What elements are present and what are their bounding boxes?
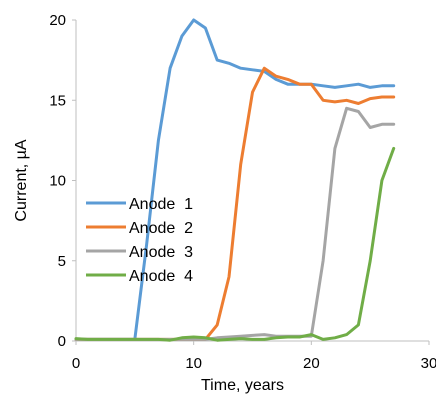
y-axis-label: Current, µA — [13, 139, 30, 221]
series-line-anode-4 — [74, 146, 396, 342]
y-tick-label: 15 — [49, 92, 66, 109]
legend-label: Anode 4 — [129, 268, 193, 285]
legend-label: Anode 1 — [129, 196, 193, 213]
chart-axes — [75, 20, 429, 342]
legend-label: Anode 2 — [129, 220, 193, 237]
series-line-anode-1 — [74, 18, 396, 341]
chart-legend: Anode 1 Anode 2 Anode 3 Anode 4 — [86, 196, 193, 285]
chart-ticks: 0 5 10 15 20 0 10 20 30 — [49, 12, 436, 372]
x-tick-label: 30 — [421, 355, 436, 372]
legend-label: Anode 3 — [129, 244, 193, 261]
x-tick-label: 0 — [72, 355, 80, 372]
y-tick-label: 5 — [58, 253, 66, 270]
x-tick-label: 10 — [185, 355, 202, 372]
y-tick-label: 0 — [58, 333, 66, 350]
y-tick-label: 10 — [49, 173, 66, 190]
chart-series — [74, 18, 396, 342]
x-tick-label: 20 — [303, 355, 320, 372]
x-axis-label: Time, years — [201, 377, 284, 394]
y-tick-label: 20 — [49, 12, 66, 29]
